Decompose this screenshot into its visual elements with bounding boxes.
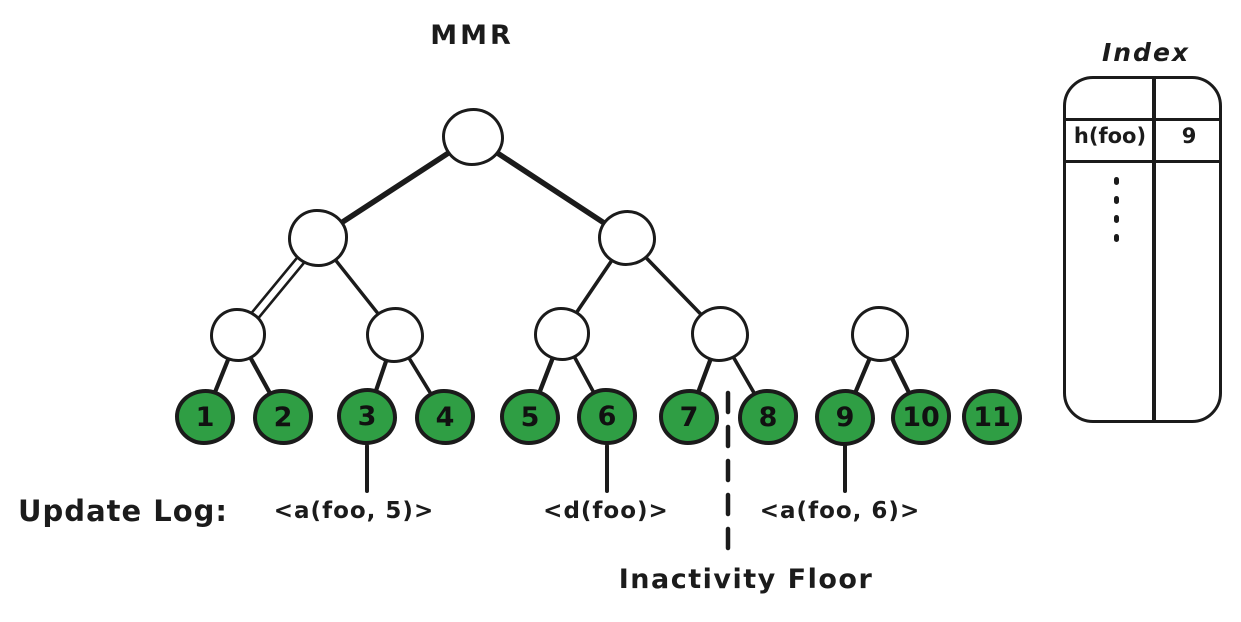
leaf-label: 7 bbox=[679, 401, 699, 433]
leaf-label: 8 bbox=[758, 401, 778, 433]
update-log-entry-1: <a(foo, 5)> bbox=[273, 498, 435, 524]
tree-node-l3-e bbox=[851, 306, 909, 362]
diagram-title: MMR bbox=[430, 20, 514, 51]
tree-node-l3-c bbox=[534, 307, 590, 361]
update-log-entry-3: <a(foo, 6)> bbox=[759, 498, 921, 524]
tree-node-l3-a bbox=[210, 308, 266, 362]
tree-node-root bbox=[442, 108, 504, 166]
leaf-node-7: 7 bbox=[659, 389, 719, 445]
leaf-node-4: 4 bbox=[415, 389, 475, 445]
index-table-row-border-bottom bbox=[1064, 160, 1220, 164]
update-log-entry-2: <d(foo)> bbox=[543, 498, 669, 524]
leaf-label: 1 bbox=[195, 401, 215, 433]
leaf-label: 9 bbox=[835, 402, 855, 433]
edge-root-right bbox=[470, 134, 630, 241]
leaf-label: 11 bbox=[973, 401, 1011, 433]
leaf-node-10: 10 bbox=[891, 389, 951, 445]
leaf-node-3: 3 bbox=[337, 388, 397, 445]
inactivity-floor-label: Inactivity Floor bbox=[618, 564, 874, 595]
dot bbox=[1114, 215, 1119, 223]
update-log-label: Update Log: bbox=[18, 494, 229, 528]
tree-node-l3-b bbox=[366, 307, 424, 363]
leaf-label: 5 bbox=[520, 401, 540, 433]
dot bbox=[1114, 196, 1119, 204]
leaf-node-6: 6 bbox=[577, 388, 637, 445]
leaf-node-2: 2 bbox=[253, 389, 313, 445]
leaf-node-1: 1 bbox=[175, 389, 235, 445]
leaf-node-8: 8 bbox=[738, 389, 798, 445]
tree-node-l2-right bbox=[598, 210, 656, 266]
dot bbox=[1114, 234, 1119, 242]
index-table: h(foo) 9 bbox=[1063, 76, 1222, 423]
leaf-node-11: 11 bbox=[962, 389, 1022, 445]
index-row-key: h(foo) bbox=[1073, 124, 1147, 148]
index-table-column-divider bbox=[1152, 77, 1156, 420]
index-row-value: 9 bbox=[1181, 124, 1197, 148]
leaf-label: 10 bbox=[902, 401, 940, 433]
leaf-node-9: 9 bbox=[815, 389, 875, 446]
index-table-row-border-top bbox=[1064, 118, 1220, 122]
leaf-label: 6 bbox=[597, 401, 617, 432]
tree-node-l2-left bbox=[288, 209, 348, 267]
leaf-label: 2 bbox=[273, 401, 293, 433]
index-table-title: Index bbox=[1101, 38, 1191, 67]
leaf-label: 3 bbox=[357, 401, 377, 432]
leaf-label: 4 bbox=[435, 401, 455, 433]
dot bbox=[1114, 177, 1119, 185]
ellipsis-dots-icon bbox=[1114, 177, 1119, 242]
leaf-node-5: 5 bbox=[500, 389, 560, 445]
tree-node-l3-d bbox=[691, 306, 749, 362]
